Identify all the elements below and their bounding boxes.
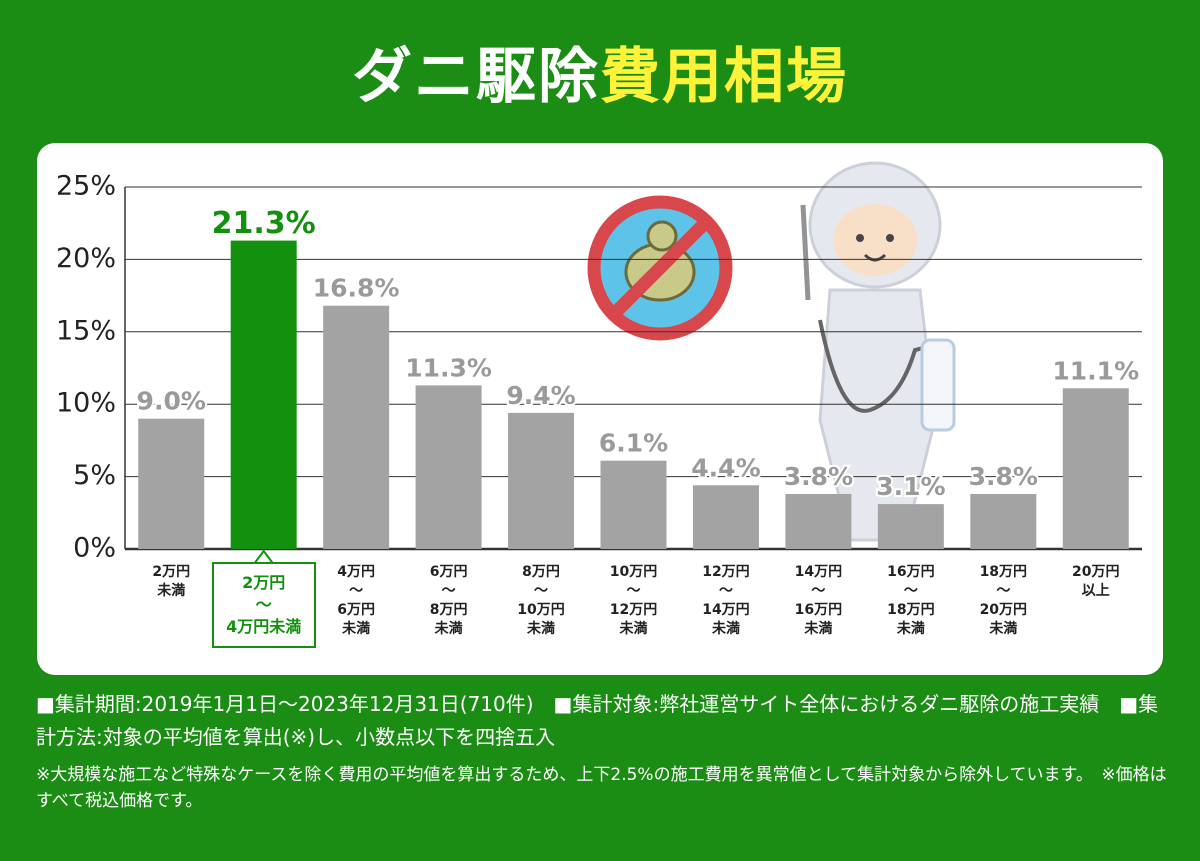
value-label: 3.1% [876,472,945,501]
x-tick-label: 10万円 〜 12万円 未満 [609,564,658,637]
x-tick-label: 8万円 〜 10万円 未満 [517,564,565,637]
x-tick-label: 2万円 〜 4万円未満 [211,562,316,648]
value-label: 11.1% [1052,356,1139,385]
title-part: ダニ駆除 [352,42,600,112]
note: ■集計期間:2019年1月1日〜2023年12月31日(710件) ■集計対象:… [36,692,1159,749]
note: ※大規模な施工など特殊なケースを除く費用の平均値を算出するため、上下2.5%の施… [36,765,1167,811]
bar [877,504,944,549]
bar [323,305,390,549]
x-tick-label: 2万円 未満 [152,564,191,599]
y-tick-label: 5% [73,460,116,491]
value-label: 11.3% [405,353,492,382]
x-tick-label: 18万円 〜 20万円 未満 [979,564,1028,637]
value-label: 21.3% [212,206,316,241]
x-tick-label: 6万円 〜 8万円 未満 [429,564,468,637]
x-tick-label: 16万円 〜 18万円 未満 [887,564,935,637]
bar [692,485,759,549]
bar [785,493,852,549]
bar [1062,388,1129,549]
title: ダニ駆除費用相場 [0,28,1200,115]
bar [230,240,297,550]
no-mite-icon [587,195,733,341]
y-tick-label: 0% [73,533,116,564]
notes: ■集計期間:2019年1月1日〜2023年12月31日(710件) ■集計対象:… [36,688,1176,822]
value-label: 3.8% [784,462,853,491]
bar [415,385,482,549]
y-tick-label: 10% [56,388,116,419]
y-tick-label: 15% [56,315,116,346]
y-tick-label: 25% [56,171,116,202]
value-label: 6.1% [599,429,668,458]
x-tick-label: 4万円 〜 6万円 未満 [337,564,375,637]
value-label: 4.4% [691,453,760,482]
value-label: 16.8% [313,274,400,303]
y-tick-label: 20% [56,243,116,274]
value-label: 9.0% [137,387,206,416]
value-label: 9.4% [506,381,575,410]
bar [600,460,667,549]
value-label: 3.8% [969,462,1038,491]
worker-illustration [800,161,956,542]
title-part: 費用相場 [600,42,848,112]
x-tick-label: 12万円 〜 14万円 未満 [702,564,750,637]
bar [970,493,1037,549]
x-tick-label: 20万円 以上 [1072,564,1120,599]
x-tick-label: 14万円 〜 16万円 未満 [794,564,843,637]
bar [138,418,205,549]
bar [508,412,575,549]
